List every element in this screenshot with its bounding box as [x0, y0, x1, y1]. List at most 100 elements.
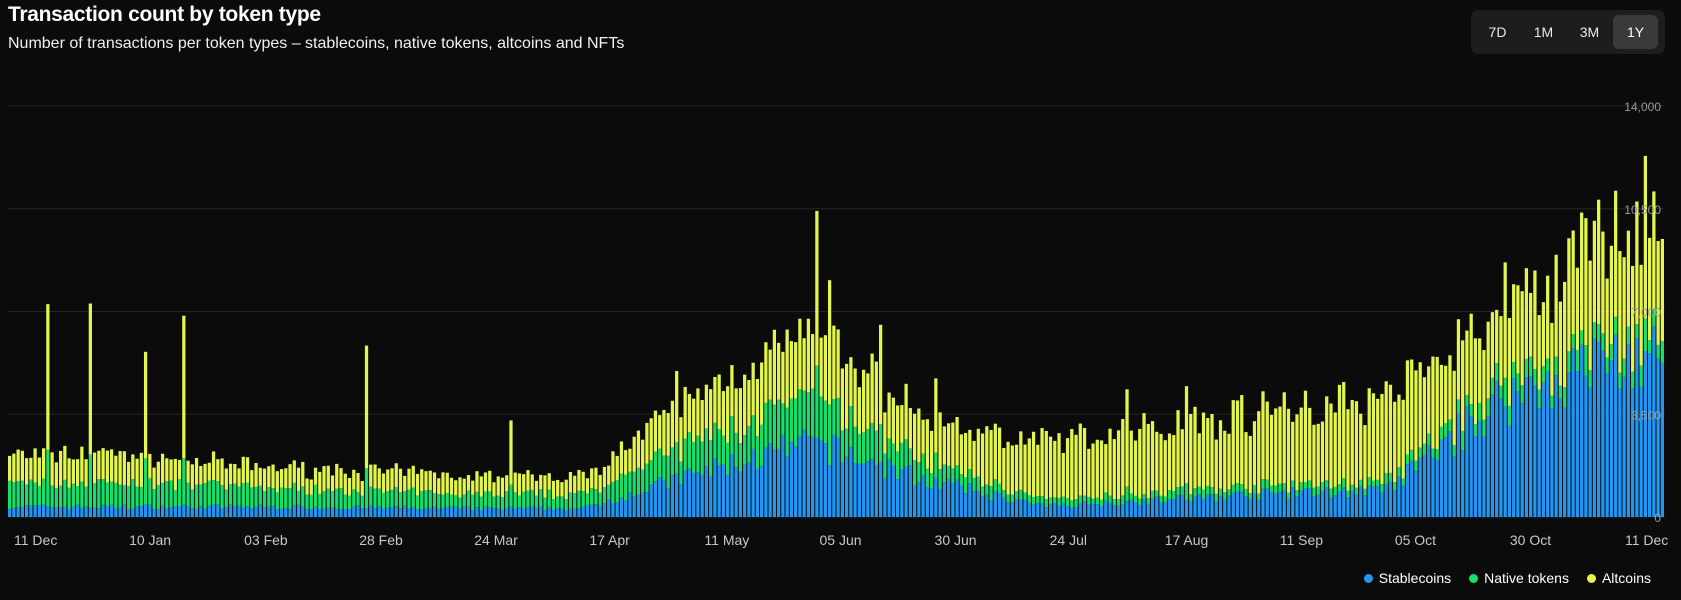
bar-altcoins-11[interactable] [54, 462, 58, 488]
bar-altcoins-209[interactable] [895, 405, 900, 452]
bar-stablecoins-192[interactable] [823, 443, 827, 517]
bar-altcoins-194[interactable] [832, 325, 836, 400]
bar-altcoins-305[interactable] [1303, 390, 1308, 483]
bar-stablecoins-368[interactable] [1571, 348, 1575, 517]
bar-stablecoins-5[interactable] [29, 505, 33, 517]
bar-altcoins-207[interactable] [887, 392, 891, 439]
bar-stablecoins-72[interactable] [313, 506, 318, 517]
bar-altcoins-87[interactable] [377, 468, 381, 489]
bar-native-tokens-246[interactable] [1053, 497, 1057, 504]
bar-native-tokens-38[interactable] [169, 480, 173, 508]
bar-native-tokens-359[interactable] [1533, 369, 1537, 386]
bar-stablecoins-347[interactable] [1482, 436, 1486, 517]
bar-native-tokens-276[interactable] [1180, 486, 1184, 495]
bar-altcoins-97[interactable] [420, 469, 424, 492]
bar-altcoins-286[interactable] [1223, 430, 1227, 493]
bar-altcoins-192[interactable] [823, 335, 827, 401]
bar-stablecoins-230[interactable] [985, 494, 989, 517]
bar-altcoins-275[interactable] [1176, 410, 1180, 487]
bar-native-tokens-101[interactable] [437, 494, 441, 509]
bar-altcoins-206[interactable] [883, 412, 887, 454]
bar-stablecoins-70[interactable] [305, 509, 309, 517]
bar-stablecoins-248[interactable] [1061, 503, 1065, 517]
bar-stablecoins-129[interactable] [556, 508, 560, 517]
bar-altcoins-317[interactable] [1354, 401, 1359, 488]
bar-native-tokens-207[interactable] [887, 438, 891, 460]
bar-native-tokens-224[interactable] [959, 474, 963, 486]
bar-stablecoins-130[interactable] [560, 508, 564, 517]
bar-stablecoins-256[interactable] [1095, 504, 1099, 517]
bar-native-tokens-42[interactable] [186, 482, 190, 507]
bar-altcoins-182[interactable] [781, 351, 785, 404]
bar-stablecoins-288[interactable] [1231, 492, 1235, 517]
bar-native-tokens-136[interactable] [585, 493, 590, 506]
bar-stablecoins-60[interactable] [262, 507, 267, 517]
bar-native-tokens-82[interactable] [356, 491, 360, 506]
bar-native-tokens-52[interactable] [228, 484, 233, 505]
bar-native-tokens-310[interactable] [1325, 480, 1329, 488]
bar-native-tokens-308[interactable] [1316, 486, 1320, 495]
bar-native-tokens-44[interactable] [194, 484, 199, 510]
bar-altcoins-191[interactable] [819, 337, 823, 397]
bar-altcoins-234[interactable] [1002, 447, 1006, 491]
bar-native-tokens-377[interactable] [1609, 344, 1614, 361]
bar-stablecoins-247[interactable] [1057, 505, 1061, 517]
bar-native-tokens-148[interactable] [636, 467, 641, 495]
bar-altcoins-353[interactable] [1507, 318, 1512, 406]
bar-native-tokens-131[interactable] [564, 499, 568, 511]
bar-stablecoins-109[interactable] [471, 510, 475, 517]
bar-altcoins-256[interactable] [1095, 439, 1099, 498]
bar-native-tokens-251[interactable] [1074, 499, 1078, 508]
bar-native-tokens-177[interactable] [760, 424, 764, 466]
bar-stablecoins-198[interactable] [849, 447, 853, 517]
bar-native-tokens-341[interactable] [1456, 399, 1461, 413]
bar-native-tokens-384[interactable] [1639, 365, 1643, 387]
bar-native-tokens-65[interactable] [284, 488, 288, 509]
bar-stablecoins-67[interactable] [292, 505, 296, 517]
bar-altcoins-289[interactable] [1235, 400, 1240, 484]
bar-native-tokens-121[interactable] [522, 491, 526, 509]
bar-native-tokens-218[interactable] [934, 452, 938, 478]
bar-native-tokens-180[interactable] [772, 404, 777, 450]
bar-altcoins-119[interactable] [513, 472, 517, 493]
bar-altcoins-137[interactable] [590, 468, 594, 489]
bar-stablecoins-51[interactable] [224, 507, 228, 517]
bar-altcoins-172[interactable] [738, 388, 743, 444]
bar-altcoins-99[interactable] [428, 470, 432, 491]
bar-altcoins-44[interactable] [194, 457, 199, 485]
bar-stablecoins-260[interactable] [1112, 504, 1116, 517]
bar-stablecoins-203[interactable] [870, 459, 874, 517]
bar-native-tokens-233[interactable] [997, 483, 1002, 493]
bar-altcoins-314[interactable] [1342, 382, 1346, 479]
bar-altcoins-374[interactable] [1597, 199, 1601, 325]
bar-stablecoins-271[interactable] [1159, 502, 1163, 517]
bar-native-tokens-215[interactable] [921, 453, 925, 475]
bar-altcoins-92[interactable] [398, 468, 403, 493]
bar-stablecoins-149[interactable] [641, 492, 645, 517]
bar-native-tokens-278[interactable] [1189, 494, 1193, 502]
bar-altcoins-222[interactable] [951, 422, 955, 469]
bar-altcoins-65[interactable] [284, 468, 288, 489]
bar-native-tokens-352[interactable] [1503, 377, 1507, 407]
bar-native-tokens-221[interactable] [946, 465, 951, 479]
bar-altcoins-216[interactable] [925, 419, 929, 469]
bar-altcoins-336[interactable] [1435, 356, 1439, 450]
bar-native-tokens-302[interactable] [1291, 480, 1295, 488]
bar-altcoins-71[interactable] [309, 479, 313, 495]
bar-stablecoins-317[interactable] [1354, 494, 1359, 517]
bar-stablecoins-140[interactable] [602, 503, 607, 517]
bar-native-tokens-360[interactable] [1537, 389, 1541, 409]
bar-stablecoins-80[interactable] [347, 509, 352, 517]
bar-stablecoins-215[interactable] [921, 474, 925, 517]
bar-native-tokens-336[interactable] [1435, 449, 1439, 460]
bar-stablecoins-296[interactable] [1265, 488, 1269, 517]
bar-native-tokens-163[interactable] [700, 441, 704, 475]
bar-stablecoins-205[interactable] [878, 461, 883, 517]
bar-altcoins-325[interactable] [1388, 384, 1393, 473]
bar-stablecoins-175[interactable] [751, 448, 755, 517]
bar-native-tokens-134[interactable] [577, 490, 581, 508]
bar-stablecoins-134[interactable] [577, 508, 581, 517]
bar-altcoins-267[interactable] [1142, 413, 1146, 494]
bar-stablecoins-12[interactable] [58, 507, 63, 517]
bar-native-tokens-369[interactable] [1575, 349, 1580, 372]
